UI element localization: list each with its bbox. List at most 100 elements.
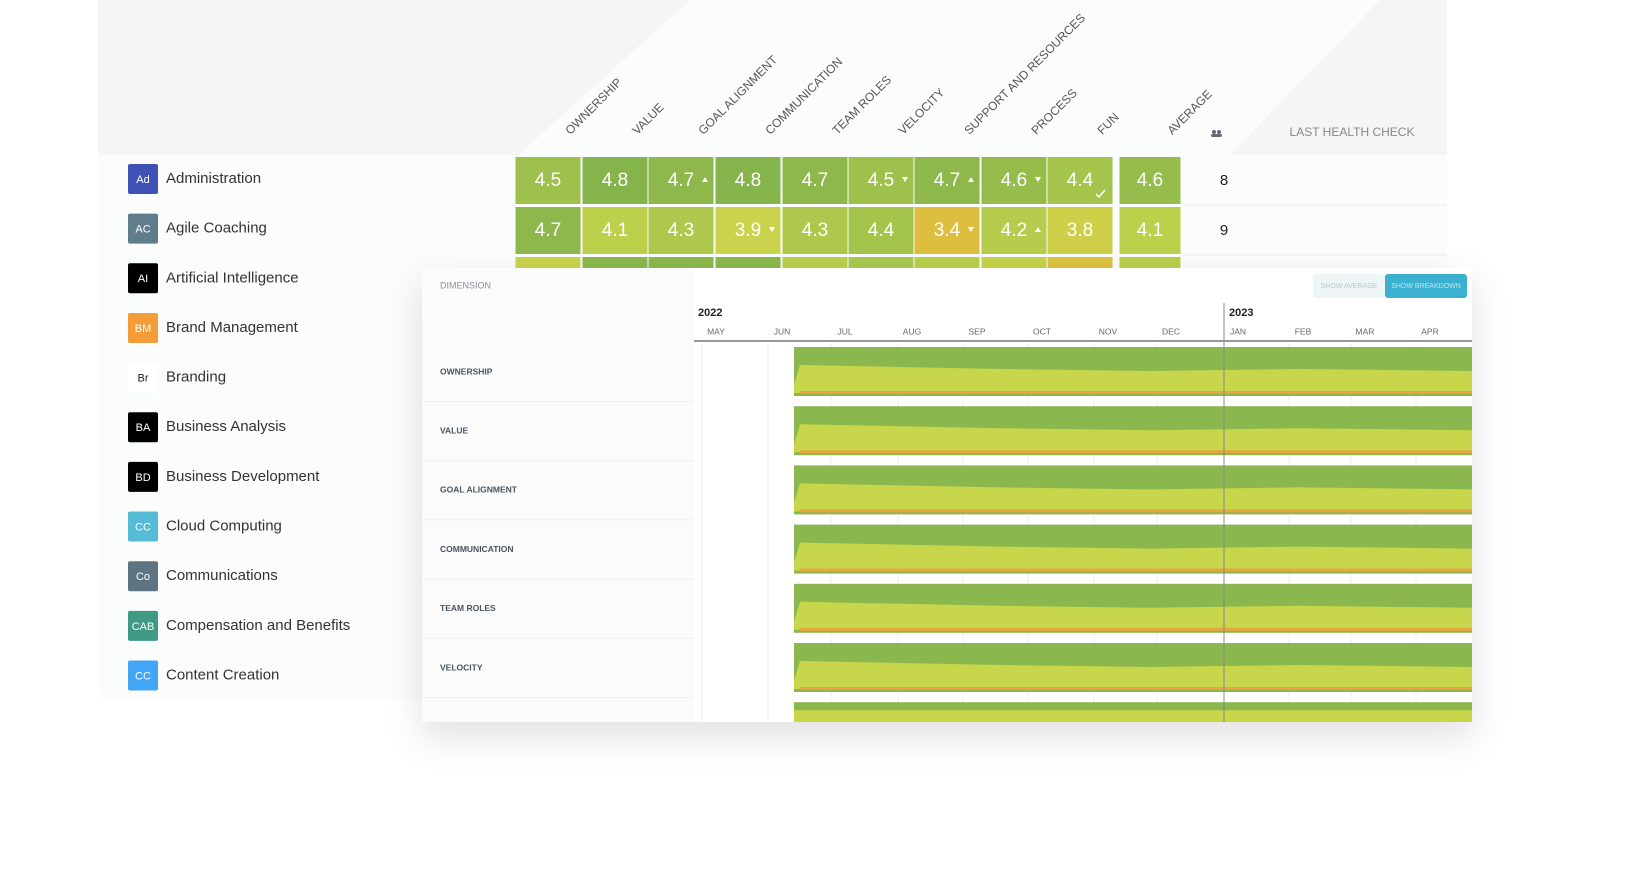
trend-down bbox=[902, 177, 908, 182]
health-band bbox=[800, 627, 1472, 631]
avatar bbox=[128, 660, 158, 691]
button[interactable] bbox=[1385, 274, 1467, 298]
month: JUN bbox=[774, 326, 791, 336]
score-value: 4.3 bbox=[668, 220, 694, 241]
avatar bbox=[128, 362, 158, 393]
health-band bbox=[794, 661, 1472, 689]
score-cell bbox=[582, 207, 648, 254]
score-cell bbox=[914, 207, 980, 254]
score-cell bbox=[715, 207, 781, 254]
dimension-label: GOAL ALIGNMENT bbox=[440, 485, 518, 495]
button-label: SHOW BREAKDOWN bbox=[1391, 283, 1461, 290]
label-column bbox=[422, 268, 694, 722]
month: NOV bbox=[1099, 326, 1118, 336]
month: FEB bbox=[1295, 326, 1312, 336]
score-cell bbox=[715, 157, 781, 204]
team-name: Content Creation bbox=[166, 666, 279, 683]
avatar-initials: CC bbox=[135, 521, 151, 533]
month: SEP bbox=[968, 326, 985, 336]
score-cell bbox=[1047, 257, 1113, 269]
month: JAN bbox=[1230, 326, 1246, 336]
avatar-initials: BM bbox=[135, 323, 152, 335]
score-value: 4.7 bbox=[535, 220, 561, 241]
score-cell bbox=[782, 157, 848, 204]
member-count: 9 bbox=[1220, 222, 1228, 239]
avatar-initials: AI bbox=[138, 273, 148, 285]
avatar bbox=[128, 561, 158, 592]
score-cell bbox=[914, 257, 980, 269]
score-cell bbox=[782, 257, 848, 269]
dimension-label: COMMUNICATION bbox=[440, 544, 514, 554]
score-cell bbox=[648, 157, 714, 204]
members-icon bbox=[1212, 130, 1216, 134]
avatar bbox=[128, 511, 158, 542]
avatar-initials: BD bbox=[135, 472, 150, 484]
score-value: 3.4 bbox=[934, 220, 961, 241]
avatar bbox=[128, 263, 158, 294]
header-band bbox=[1230, 0, 1447, 155]
team-name: Branding bbox=[166, 369, 226, 386]
avatar bbox=[128, 312, 158, 343]
dimension-label: OWNERSHIP bbox=[440, 366, 493, 376]
avatar-initials: Br bbox=[138, 373, 149, 385]
member-count: 8 bbox=[1220, 172, 1228, 189]
team-name: Administration bbox=[166, 170, 261, 187]
team-name: Business Development bbox=[166, 468, 320, 485]
avatar bbox=[128, 164, 158, 194]
avatar-initials: CAB bbox=[132, 621, 155, 633]
header-band bbox=[98, 0, 518, 155]
score-cell bbox=[515, 157, 581, 204]
score-cell bbox=[848, 257, 914, 269]
health-band bbox=[800, 568, 1472, 572]
health-band bbox=[794, 710, 1472, 722]
month: JUL bbox=[837, 326, 852, 336]
health-band bbox=[794, 601, 1472, 630]
trend-up bbox=[968, 177, 974, 182]
avatar bbox=[128, 213, 158, 244]
month: MAY bbox=[707, 326, 725, 336]
score-cell bbox=[848, 157, 914, 204]
score-value: 4.6 bbox=[1001, 170, 1027, 191]
team-name: Artificial Intelligence bbox=[166, 269, 299, 286]
score-cell bbox=[515, 257, 581, 269]
score-cell bbox=[1119, 207, 1181, 254]
score-cell bbox=[515, 207, 581, 254]
health-band bbox=[794, 483, 1472, 512]
score-value: 4.4 bbox=[1067, 170, 1094, 191]
trend-down bbox=[968, 227, 974, 232]
health-band bbox=[800, 450, 1472, 454]
score-value: 4.7 bbox=[934, 170, 960, 191]
health-band bbox=[800, 509, 1472, 513]
month: APR bbox=[1421, 326, 1438, 336]
avatar bbox=[128, 461, 158, 492]
score-value: 4.8 bbox=[735, 170, 761, 191]
score-cell bbox=[1119, 157, 1181, 204]
team-name: Communications bbox=[166, 567, 278, 584]
avatar-initials: Ad bbox=[136, 174, 149, 186]
score-cell bbox=[981, 207, 1047, 254]
button-label: SHOW AVERAGE bbox=[1321, 283, 1378, 290]
members-icon bbox=[1211, 134, 1222, 137]
column-header: LAST HEALTH CHECK bbox=[1290, 125, 1415, 139]
team-name: Compensation and Benefits bbox=[166, 617, 350, 634]
team-name: Cloud Computing bbox=[166, 518, 282, 535]
score-value: 4.7 bbox=[668, 170, 694, 191]
avatar-initials: BA bbox=[136, 422, 151, 434]
score-cell bbox=[715, 257, 781, 269]
year: 2022 bbox=[698, 307, 722, 319]
score-value: 4.7 bbox=[802, 170, 828, 191]
health-band bbox=[794, 542, 1472, 571]
month: DEC bbox=[1162, 326, 1180, 336]
dimension-label: VALUE bbox=[440, 425, 469, 435]
dimension-label: TEAM ROLES bbox=[440, 603, 496, 613]
score-value: 4.4 bbox=[868, 220, 895, 241]
score-value: 4.2 bbox=[1001, 220, 1027, 241]
team-name: Agile Coaching bbox=[166, 220, 267, 237]
health-band bbox=[794, 424, 1472, 453]
score-value: 4.8 bbox=[602, 170, 628, 191]
score-cell bbox=[582, 157, 648, 204]
button[interactable] bbox=[1313, 274, 1385, 298]
score-cell bbox=[582, 257, 648, 269]
